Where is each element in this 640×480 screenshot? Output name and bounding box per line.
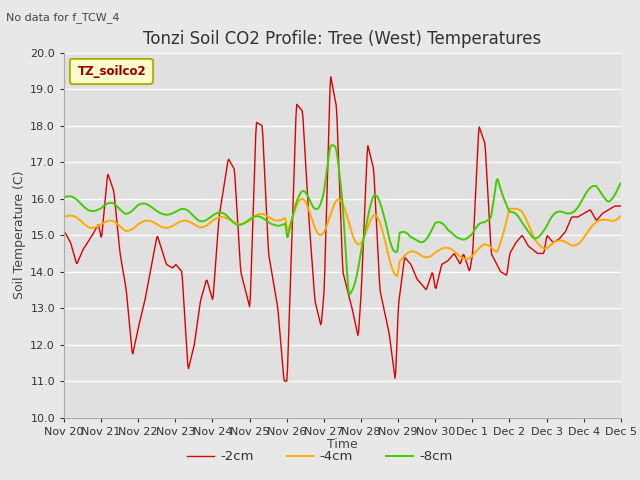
Title: Tonzi Soil CO2 Profile: Tree (West) Temperatures: Tonzi Soil CO2 Profile: Tree (West) Temp… [143,30,541,48]
-2cm [182,336,190,342]
-8cm [335,163,342,168]
Legend: TZ_soilco2: TZ_soilco2 [70,59,153,84]
-2cm [335,177,343,182]
-4cm [389,267,397,273]
-4cm [206,220,214,226]
-4cm [60,214,68,220]
-8cm [346,292,353,298]
-8cm [568,210,575,216]
-4cm [568,242,575,248]
Text: No data for f_TCW_4: No data for f_TCW_4 [6,12,120,23]
-8cm [328,142,336,148]
-2cm [568,215,575,221]
-2cm [327,74,335,80]
Y-axis label: Soil Temperature (C): Soil Temperature (C) [13,171,26,300]
Line: -4cm: -4cm [64,199,621,276]
-8cm [60,194,68,200]
-4cm [182,218,190,224]
-4cm [298,196,306,202]
-8cm [182,207,190,213]
Line: -2cm: -2cm [64,77,621,381]
-2cm [390,363,397,369]
-8cm [617,180,625,186]
-4cm [617,213,625,219]
-2cm [280,378,288,384]
Legend: -2cm, -4cm, -8cm: -2cm, -4cm, -8cm [182,445,458,468]
-4cm [445,245,452,251]
Line: -8cm: -8cm [64,145,621,295]
-2cm [206,288,214,294]
-8cm [445,228,452,233]
X-axis label: Time: Time [327,438,358,451]
-2cm [617,203,625,209]
-4cm [335,197,342,203]
-8cm [206,215,214,220]
-4cm [394,273,401,279]
-8cm [390,247,397,253]
-2cm [60,228,68,234]
-2cm [445,257,452,263]
